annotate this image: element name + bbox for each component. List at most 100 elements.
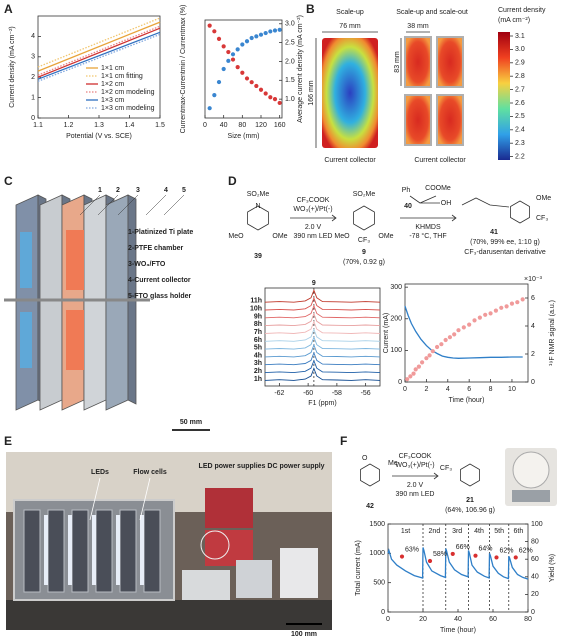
heatmap	[322, 38, 378, 148]
atom: MeO	[228, 233, 244, 240]
reagent: 2.0 V	[407, 482, 424, 489]
legend-label: 1×3 cm	[101, 97, 124, 104]
series-line	[37, 21, 161, 72]
atom: CF₃	[358, 237, 370, 244]
stirrer	[182, 570, 230, 600]
data-point	[408, 374, 413, 379]
y-tick-label: 3	[31, 54, 35, 61]
x-axis-label: Potential (V vs. SCE)	[66, 133, 132, 140]
scale-label: 100 mm	[291, 631, 317, 638]
data-point	[221, 66, 226, 72]
atom: Me	[388, 460, 398, 467]
colorbar-title: (mA cm⁻²)	[498, 17, 530, 24]
data-point	[240, 70, 245, 75]
data-point	[268, 95, 273, 100]
series-label: 5h	[254, 345, 262, 352]
series-line	[387, 547, 529, 580]
cell-layer	[15, 194, 39, 411]
y-tick-label: 100	[390, 347, 402, 354]
led-power-supply	[205, 488, 253, 528]
bond	[461, 197, 510, 208]
data-point	[520, 297, 525, 302]
y-tick-label: 0	[31, 115, 35, 122]
data-point	[509, 301, 515, 306]
compound-label: 40	[404, 203, 412, 210]
data-point	[488, 311, 493, 316]
colorbar-tick-label: 2.9	[515, 60, 525, 67]
y2-tick-label: 1.5	[285, 77, 295, 84]
reagent: 390 nm LED	[396, 491, 435, 498]
legend-label: 3-WO₃/FTO	[128, 261, 166, 268]
x-tick-label: 1.2	[64, 122, 74, 129]
yield: CF₃-darusentan derivative	[464, 249, 546, 256]
label: 38 mm	[407, 23, 429, 30]
arrow	[290, 214, 337, 222]
data-point	[513, 555, 518, 560]
x-tick-label: 1.3	[94, 122, 104, 129]
heatmap	[438, 38, 462, 86]
plot-frame	[387, 523, 529, 613]
data-point	[244, 76, 250, 81]
series-line	[37, 25, 161, 76]
label: Scale-up	[336, 9, 364, 16]
photo-label: LEDs	[91, 469, 109, 476]
atom: SO₂Me	[247, 191, 270, 198]
spectrum-line	[264, 367, 381, 381]
data-point	[420, 360, 425, 365]
flow-cell	[119, 509, 137, 593]
compound-label: 41	[490, 229, 498, 236]
data-point	[399, 554, 405, 559]
panel-label: C	[4, 174, 13, 188]
atom: MeO	[334, 233, 350, 240]
reagent: 2.0 V	[305, 224, 322, 231]
ring	[510, 200, 530, 224]
y2-axis-label: ¹⁹F NMR signal (a.u.)	[549, 300, 556, 366]
x-axis-label: Size (mm)	[228, 133, 260, 140]
y2-tick-label: 40	[531, 574, 539, 581]
y2-tick-label: 3.0	[285, 21, 295, 28]
data-label: 62%	[500, 547, 514, 554]
ring	[360, 463, 380, 487]
spectrum-line	[264, 304, 381, 319]
x-tick-label: 1.5	[155, 122, 165, 129]
led	[44, 515, 48, 585]
atom: CF₃	[536, 215, 548, 222]
y-tick-label: 0	[381, 609, 385, 616]
leader	[145, 194, 167, 216]
data-point	[258, 32, 264, 37]
leader	[117, 194, 139, 216]
atom: OMe	[378, 233, 393, 240]
reagent: CF₃COOK	[399, 453, 432, 460]
data-point	[405, 377, 410, 382]
plot-frame	[404, 283, 529, 383]
data-point	[244, 39, 250, 44]
atom: N	[255, 203, 260, 210]
bond	[409, 195, 440, 204]
data-point	[207, 23, 212, 28]
batch-label: 3rd	[452, 528, 462, 535]
series-label: 2h	[254, 368, 262, 375]
part-number: 2	[116, 187, 120, 194]
legend-label: 1-Platinized Ti plate	[128, 229, 193, 236]
ring	[353, 205, 375, 231]
x-tick-label: 0	[403, 386, 407, 393]
spectrum-line	[264, 328, 381, 342]
y-tick-label: 500	[373, 580, 385, 587]
panel-label: D	[228, 174, 237, 188]
photo-floor	[6, 600, 332, 630]
atom: SO₂Me	[353, 191, 376, 198]
atom: Ph	[402, 187, 411, 194]
data-point	[494, 555, 499, 560]
spectrum-line	[264, 359, 381, 374]
x-tick-label: 40	[454, 616, 462, 623]
atom: OMe	[272, 233, 287, 240]
y-axis-label: Currentmax-Currentmin / Currentmax (%)	[180, 5, 187, 134]
data-point	[277, 27, 282, 32]
atom: OMe	[536, 195, 551, 202]
plot-frame	[204, 19, 283, 119]
y-tick-label: 2	[31, 74, 35, 81]
plot-frame	[37, 15, 161, 119]
reagent: 390 nm LED	[294, 233, 333, 240]
atom: COOMe	[425, 185, 451, 192]
